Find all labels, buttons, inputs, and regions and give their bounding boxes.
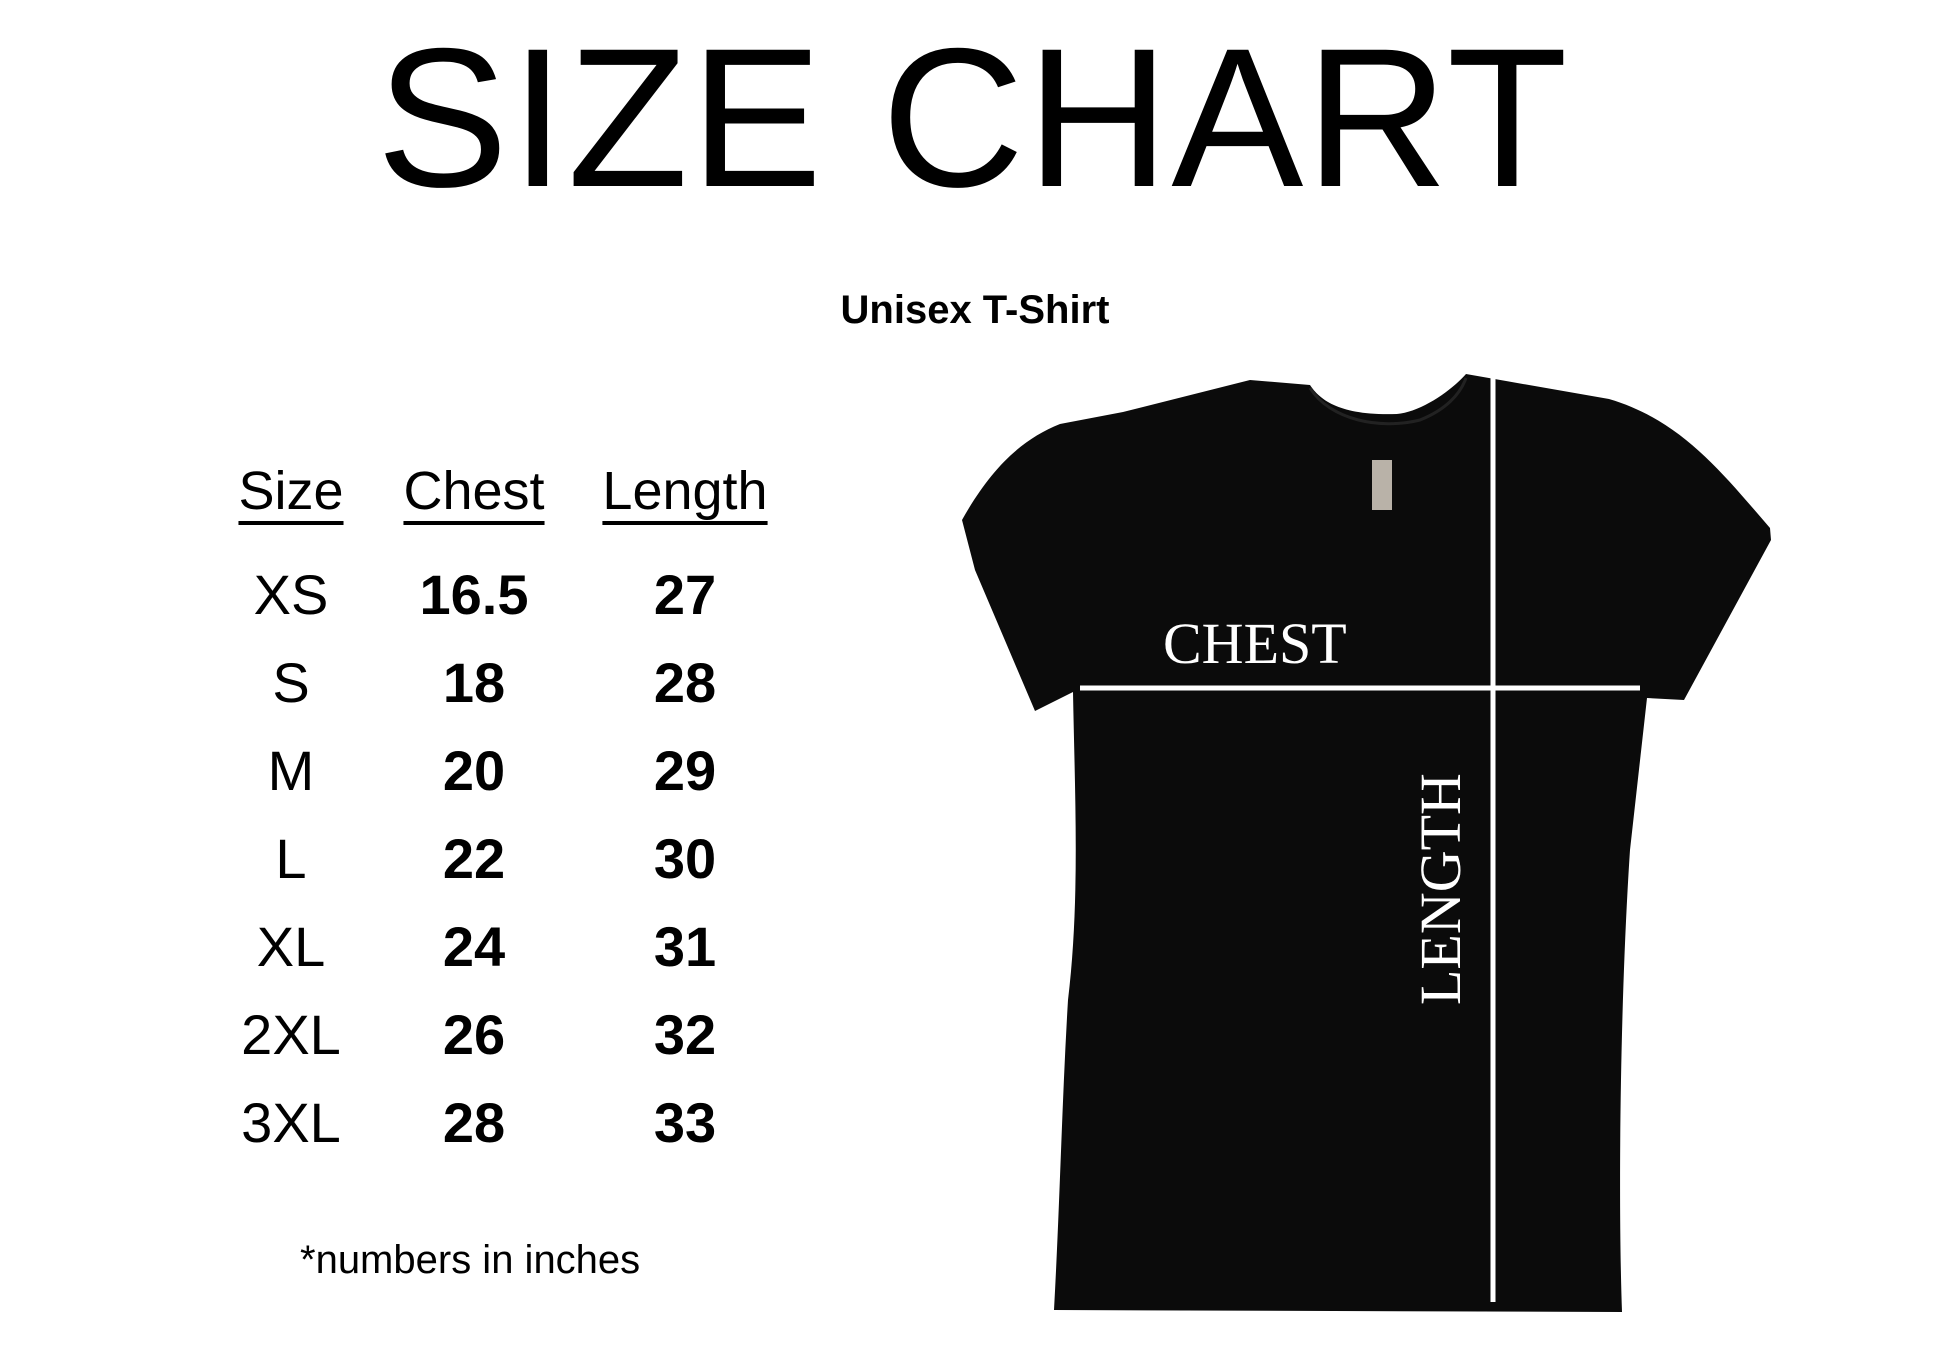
cell-length: 33 <box>653 1091 717 1154</box>
cell-length: 29 <box>653 739 717 802</box>
cell-chest: 24 <box>442 915 506 978</box>
cell-length: 28 <box>653 651 717 714</box>
cell-chest: 20 <box>442 739 506 802</box>
subtitle: Unisex T-Shirt <box>840 288 1110 332</box>
cell-chest: 18 <box>442 651 506 714</box>
cell-size: L <box>275 827 307 890</box>
collar <box>1308 377 1468 426</box>
footnote: *numbers in inches <box>300 1238 641 1282</box>
page-title: SIZE CHART <box>376 7 1570 228</box>
cell-chest: 28 <box>442 1091 506 1154</box>
cell-size: XL <box>256 915 326 978</box>
cell-size: 2XL <box>241 1003 341 1066</box>
chest-label: CHEST <box>1163 611 1347 676</box>
cell-chest: 26 <box>442 1003 506 1066</box>
length-label: LENGTH <box>1408 773 1473 1005</box>
cell-chest: 22 <box>442 827 506 890</box>
cell-size: M <box>267 739 315 802</box>
cell-length: 30 <box>653 827 717 890</box>
shirt-label-tag <box>1372 460 1392 510</box>
header-chest: Chest <box>403 461 545 521</box>
cell-size: 3XL <box>241 1091 341 1154</box>
cell-size: XS <box>253 563 329 626</box>
cell-length: 27 <box>653 563 717 626</box>
cell-size: S <box>272 651 310 714</box>
header-length: Length <box>602 461 768 521</box>
cell-chest: 16.5 <box>419 563 529 626</box>
cell-length: 31 <box>653 915 717 978</box>
cell-length: 32 <box>653 1003 717 1066</box>
tshirt-image <box>962 374 1771 1312</box>
header-size: Size <box>238 461 344 521</box>
